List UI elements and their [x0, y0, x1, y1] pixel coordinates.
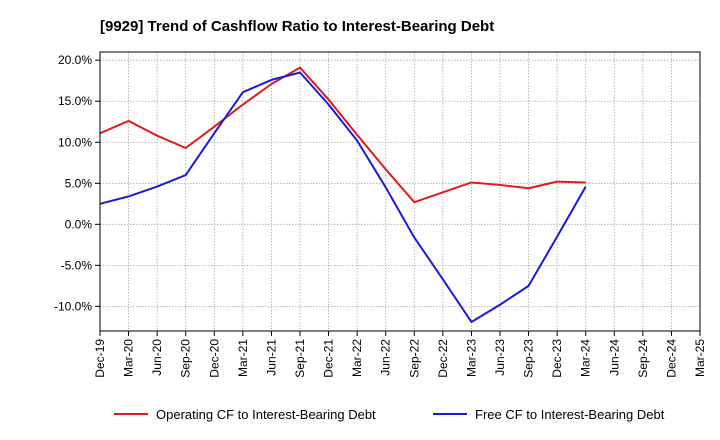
series-line-free-cf	[99, 71, 587, 323]
x-tick-label: Jun-20	[150, 339, 164, 376]
y-tick-label: 10.0%	[58, 135, 92, 149]
legend: Operating CF to Interest-Bearing Debt Fre…	[114, 407, 665, 422]
x-tick-label: Sep-23	[522, 339, 536, 378]
x-tick-label: Mar-23	[464, 339, 478, 377]
x-tick-label: Jun-24	[607, 339, 621, 376]
x-tick-label: Mar-22	[350, 339, 364, 377]
x-tick-label: Sep-20	[179, 339, 193, 378]
y-tick-label: 0.0%	[65, 217, 93, 231]
chart-title: [9929] Trend of Cashflow Ratio to Intere…	[100, 18, 494, 35]
series-line-operating-cf	[99, 66, 586, 204]
y-tick-label: 15.0%	[58, 94, 92, 108]
y-tick-label: 20.0%	[58, 53, 92, 67]
x-tick-label: Sep-22	[407, 339, 421, 378]
x-tick-label: Jun-21	[264, 339, 278, 376]
x-tick-label: Dec-19	[93, 339, 107, 378]
y-tick-label: -10.0%	[54, 299, 92, 313]
x-tick-label: Dec-23	[550, 339, 564, 378]
grid	[99, 52, 701, 331]
x-tick-label: Dec-22	[436, 339, 450, 378]
x-tick-label: Mar-25	[693, 339, 707, 377]
x-tick-label: Sep-24	[636, 339, 650, 378]
axes: 20.0% 15.0% 10.0% 5.0% 0.0% -5.0% -10.0% Dec-19…	[54, 51, 707, 378]
y-tick-label: 5.0%	[65, 176, 93, 190]
x-tick-label: Mar-21	[236, 339, 250, 377]
legend-label: Free CF to Interest-Bearing Debt	[475, 407, 665, 422]
x-tick-label: Dec-21	[322, 339, 336, 378]
x-tick-label: Dec-20	[207, 339, 221, 378]
y-tick-label: -5.0%	[61, 258, 93, 272]
x-tick-label: Jun-22	[379, 339, 393, 376]
x-tick-label: Jun-23	[493, 339, 507, 376]
legend-label: Operating CF to Interest-Bearing Debt	[156, 407, 376, 422]
x-tick-label: Sep-21	[293, 339, 307, 378]
plot-frame	[99, 51, 701, 332]
x-tick-label: Dec-24	[664, 339, 678, 378]
plot-series	[99, 66, 587, 323]
x-tick-label: Mar-24	[579, 339, 593, 377]
x-tick-label: Mar-20	[122, 339, 136, 377]
